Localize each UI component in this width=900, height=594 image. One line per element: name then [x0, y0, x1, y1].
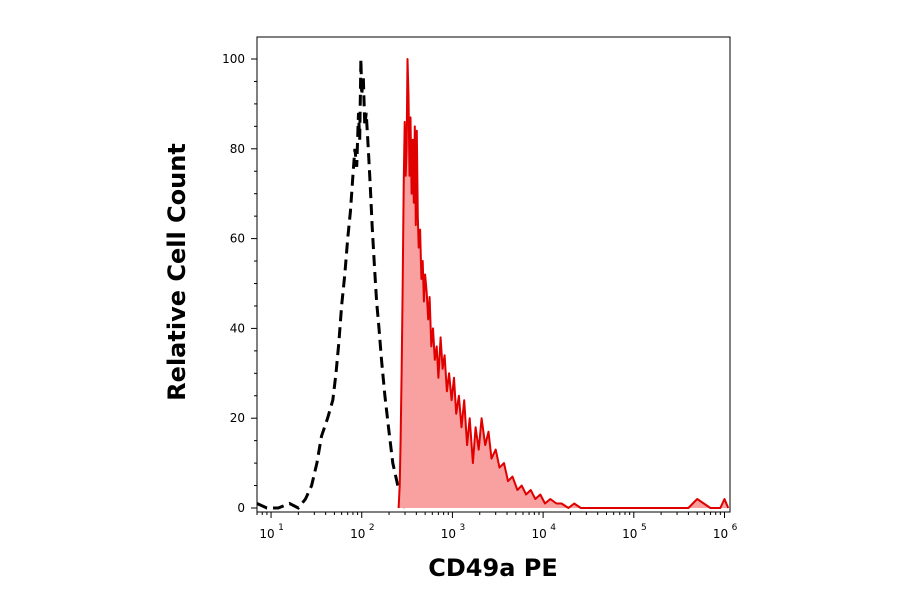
x-tick-exponent: 6 [732, 523, 738, 533]
series-1-line [397, 58, 730, 509]
x-tick-exponent: 1 [278, 523, 284, 533]
plot-content [256, 58, 730, 510]
x-tick-exponent: 5 [641, 523, 647, 533]
y-tick-label: 20 [230, 411, 245, 425]
x-tick-label: 10 [622, 527, 637, 541]
y-tick-label: 0 [237, 501, 245, 515]
x-axis-title: CD49a PE [428, 554, 557, 582]
x-tick-label: 10 [441, 527, 456, 541]
y-tick-label: 40 [230, 321, 245, 335]
series-1-area [398, 59, 729, 508]
y-tick-label: 100 [222, 52, 245, 66]
x-tick-label: 10 [259, 527, 274, 541]
y-tick-label: 80 [230, 142, 245, 156]
y-axis-title: Relative Cell Count [163, 143, 191, 401]
plot-frame [256, 36, 731, 513]
y-tick-label: 60 [230, 232, 245, 246]
series-0-line [256, 58, 407, 510]
x-tick-exponent: 3 [460, 523, 466, 533]
x-tick-exponent: 2 [369, 523, 375, 533]
x-tick-label: 10 [531, 527, 546, 541]
x-tick-label: 10 [350, 527, 365, 541]
x-tick-exponent: 4 [550, 523, 556, 533]
x-tick-label: 10 [713, 527, 728, 541]
